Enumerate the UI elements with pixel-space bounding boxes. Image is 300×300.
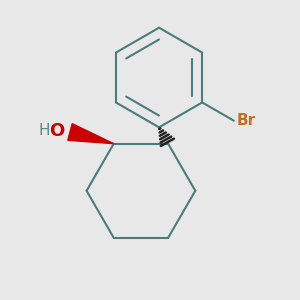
Text: O: O [49, 122, 64, 140]
Text: H: H [38, 123, 50, 138]
Polygon shape [68, 124, 114, 144]
Text: Br: Br [237, 113, 256, 128]
